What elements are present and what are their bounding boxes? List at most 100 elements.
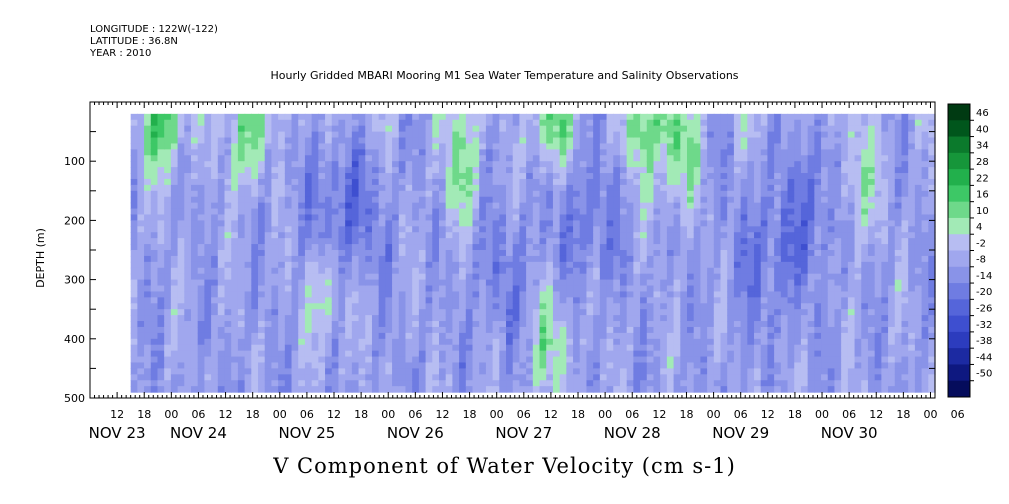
heatmap-cell bbox=[653, 173, 661, 180]
heatmap-cell bbox=[700, 255, 708, 263]
heatmap-cell bbox=[552, 238, 561, 245]
heatmap-cell bbox=[807, 326, 815, 334]
heatmap-cell bbox=[727, 368, 735, 375]
heatmap-cell bbox=[532, 285, 541, 293]
heatmap-cell bbox=[767, 326, 775, 334]
heatmap-cell bbox=[566, 149, 574, 156]
heatmap-cell bbox=[700, 167, 708, 174]
heatmap-cell bbox=[137, 149, 145, 156]
heatmap-cell bbox=[485, 273, 494, 281]
heatmap-cell bbox=[666, 356, 675, 364]
heatmap-cell bbox=[546, 202, 554, 210]
heatmap-cell bbox=[284, 291, 293, 298]
heatmap-cell bbox=[264, 285, 273, 293]
heatmap-cell bbox=[841, 137, 849, 145]
heatmap-cell bbox=[760, 267, 769, 275]
heatmap-cell bbox=[418, 321, 427, 328]
heatmap-cell bbox=[184, 196, 192, 204]
heatmap-cell bbox=[566, 303, 574, 310]
heatmap-cell bbox=[278, 161, 286, 168]
heatmap-cell bbox=[231, 208, 239, 216]
heatmap-cell bbox=[787, 297, 795, 304]
heatmap-cell bbox=[425, 202, 433, 210]
heatmap-cell bbox=[787, 178, 795, 186]
heatmap-cell bbox=[325, 184, 333, 192]
heatmap-cell bbox=[150, 208, 159, 216]
heatmap-cell bbox=[519, 350, 527, 358]
heatmap-cell bbox=[821, 368, 829, 375]
heatmap-cell bbox=[506, 208, 514, 216]
heatmap-cell bbox=[405, 155, 413, 162]
heatmap-cell bbox=[231, 202, 239, 210]
heatmap-cell bbox=[666, 143, 675, 150]
heatmap-cell bbox=[251, 226, 259, 233]
heatmap-cell bbox=[606, 368, 614, 375]
heatmap-cell bbox=[237, 208, 246, 216]
heatmap-cell bbox=[707, 303, 715, 310]
heatmap-cell bbox=[593, 386, 601, 393]
heatmap-cell bbox=[170, 267, 179, 275]
heatmap-cell bbox=[385, 173, 393, 180]
heatmap-cell bbox=[821, 326, 829, 334]
heatmap-cell bbox=[472, 125, 480, 133]
heatmap-cell bbox=[365, 220, 373, 227]
heatmap-cell bbox=[439, 344, 447, 352]
heatmap-cell bbox=[378, 386, 386, 393]
heatmap-cell bbox=[439, 202, 447, 210]
heatmap-cell bbox=[733, 125, 742, 133]
heatmap-cell bbox=[439, 309, 447, 316]
heatmap-cell bbox=[264, 255, 273, 263]
heatmap-cell bbox=[660, 173, 668, 180]
heatmap-cell bbox=[780, 232, 789, 239]
heatmap-cell bbox=[157, 350, 165, 358]
heatmap-cell bbox=[787, 113, 795, 121]
heatmap-cell bbox=[224, 190, 232, 198]
heatmap-cell bbox=[593, 238, 601, 245]
heatmap-cell bbox=[465, 255, 474, 263]
heatmap-cell bbox=[492, 137, 500, 145]
heatmap-cell bbox=[184, 214, 192, 221]
heatmap-cell bbox=[398, 161, 407, 168]
heatmap-cell bbox=[311, 350, 319, 358]
heatmap-cell bbox=[787, 125, 795, 133]
heatmap-cell bbox=[452, 309, 460, 316]
heatmap-cell bbox=[660, 291, 668, 298]
heatmap-cell bbox=[767, 196, 775, 204]
heatmap-cell bbox=[526, 344, 534, 352]
heatmap-cell bbox=[485, 356, 494, 364]
heatmap-cell bbox=[358, 161, 366, 168]
heatmap-cell bbox=[465, 143, 474, 150]
heatmap-cell bbox=[492, 250, 500, 257]
heatmap-cell bbox=[733, 220, 742, 227]
heatmap-cell bbox=[371, 190, 380, 198]
heatmap-cell bbox=[566, 255, 574, 263]
heatmap-cell bbox=[157, 214, 165, 221]
heatmap-cell bbox=[794, 214, 802, 221]
heatmap-cell bbox=[586, 125, 594, 133]
heatmap-cell bbox=[150, 368, 159, 375]
heatmap-cell bbox=[814, 131, 822, 139]
heatmap-cell bbox=[713, 356, 722, 364]
heatmap-cell bbox=[258, 178, 266, 186]
heatmap-cell bbox=[358, 143, 366, 150]
heatmap-cell bbox=[284, 338, 293, 346]
heatmap-cell bbox=[787, 250, 795, 257]
heatmap-cell bbox=[700, 368, 708, 375]
heatmap-cell bbox=[244, 220, 252, 227]
heatmap-cell bbox=[707, 291, 715, 298]
heatmap-cell bbox=[485, 285, 494, 293]
heatmap-cell bbox=[640, 232, 648, 239]
heatmap-cell bbox=[619, 261, 628, 269]
heatmap-cell bbox=[325, 149, 333, 156]
heatmap-cell bbox=[365, 261, 373, 269]
heatmap-cell bbox=[130, 184, 138, 192]
heatmap-cell bbox=[170, 344, 179, 352]
heatmap-cell bbox=[814, 338, 822, 346]
heatmap-cell bbox=[479, 350, 487, 358]
heatmap-cell bbox=[794, 220, 802, 227]
heatmap-cell bbox=[640, 332, 648, 340]
heatmap-cell bbox=[526, 279, 534, 287]
heatmap-cell bbox=[237, 178, 246, 186]
heatmap-cell bbox=[579, 350, 588, 358]
heatmap-cell bbox=[325, 344, 333, 352]
